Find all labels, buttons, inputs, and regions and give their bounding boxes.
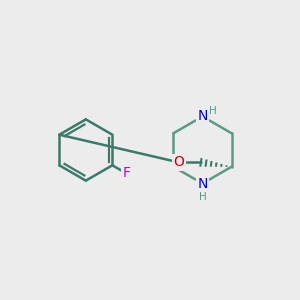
Text: H: H — [209, 106, 217, 116]
Text: N: N — [197, 110, 208, 124]
Text: N: N — [197, 176, 208, 190]
Text: F: F — [122, 166, 130, 180]
Text: O: O — [174, 155, 184, 170]
Text: H: H — [199, 192, 206, 202]
